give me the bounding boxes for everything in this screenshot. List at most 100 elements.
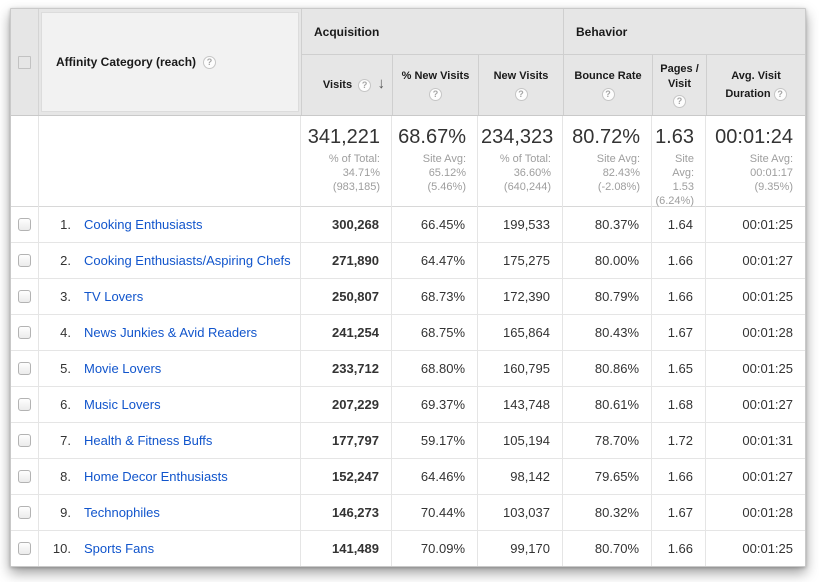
column-header-avg-visit-duration[interactable]: Avg. Visit Duration ? (706, 55, 805, 115)
row-checkbox[interactable] (18, 290, 31, 303)
help-icon[interactable]: ? (773, 87, 787, 101)
column-header-pages-per-visit[interactable]: Pages / Visit ? (652, 55, 706, 115)
category-link[interactable]: Cooking Enthusiasts (84, 217, 203, 232)
row-checkbox[interactable] (18, 398, 31, 411)
pages-per-visit-value: 1.65 (652, 351, 706, 386)
avg-visit-duration-value: 00:01:27 (742, 253, 793, 268)
avg-visit-duration-value: 00:01:27 (742, 469, 793, 484)
category-link[interactable]: Sports Fans (84, 541, 155, 556)
visits-value: 300,268 (301, 207, 392, 242)
sort-descending-icon[interactable]: ↓ (377, 75, 386, 93)
help-icon[interactable]: ? (673, 95, 686, 109)
category-link[interactable]: Home Decor Enthusiasts (84, 469, 228, 484)
category-cell: 2. Cooking Enthusiasts/Aspiring Chefs (39, 243, 301, 278)
category-cell: 7. Health & Fitness Buffs (39, 423, 301, 458)
row-index: 2. (60, 253, 71, 268)
table-row: 7. Health & Fitness Buffs 177,797 59.17%… (11, 423, 805, 459)
row-checkbox-cell (11, 243, 39, 278)
help-icon[interactable]: ? (203, 55, 217, 69)
row-checkbox[interactable] (18, 506, 31, 519)
category-cell: 9. Technophiles (39, 495, 301, 530)
visits-value: 146,273 (301, 495, 392, 530)
new-visits-value: 160,795 (478, 351, 563, 386)
row-checkbox[interactable] (18, 542, 31, 555)
row-checkbox[interactable] (18, 362, 31, 375)
pages-per-visit-value: 1.67 (652, 495, 706, 530)
category-link[interactable]: Technophiles (84, 505, 160, 520)
affinity-report-table: Affinity Category (reach) ? Acquisition … (10, 8, 806, 567)
avg-visit-duration-value: 00:01:27 (742, 397, 793, 412)
new-visits-value: 172,390 (478, 279, 563, 314)
help-icon[interactable]: ? (601, 87, 615, 101)
row-checkbox-cell (11, 279, 39, 314)
category-link[interactable]: News Junkies & Avid Readers (84, 325, 258, 340)
help-icon[interactable]: ? (514, 87, 528, 101)
summary-subtext: Site Avg: 65.12% (5.46%) (422, 153, 466, 193)
summary-value: 1.63 (655, 126, 694, 148)
column-header-bounce-rate[interactable]: Bounce Rate ? (563, 55, 652, 115)
summary-subtext: Site Avg: 00:01:17 (9.35%) (749, 153, 793, 193)
pct-new-visits-value: 68.75% (392, 315, 478, 350)
summary-pct-new-visits: 68.67% Site Avg: 65.12% (5.46%) (391, 116, 478, 208)
row-index: 8. (60, 469, 71, 484)
row-checkbox[interactable] (18, 218, 31, 231)
pct-new-visits-value: 68.73% (392, 279, 478, 314)
new-visits-value: 165,864 (478, 315, 563, 350)
summary-subtext: Site Avg: 82.43% (-2.08%) (596, 153, 640, 193)
category-link[interactable]: Movie Lovers (84, 361, 162, 376)
summary-checkbox-spacer (11, 116, 39, 208)
category-link[interactable]: Cooking Enthusiasts/Aspiring Chefs (84, 253, 291, 268)
new-visits-value: 199,533 (478, 207, 563, 242)
summary-bounce-rate: 80.72% Site Avg: 82.43% (-2.08%) (562, 116, 652, 208)
category-link[interactable]: TV Lovers (84, 289, 144, 304)
category-cell: 3. TV Lovers (39, 279, 301, 314)
visits-value: 250,807 (301, 279, 392, 314)
table-row: 3. TV Lovers 250,807 68.73% 172,390 80.7… (11, 279, 805, 315)
summary-value: 341,221 (307, 126, 380, 148)
table-header: Affinity Category (reach) ? Acquisition … (11, 9, 805, 116)
help-icon[interactable]: ? (429, 87, 442, 101)
row-checkbox[interactable] (18, 254, 31, 267)
new-visits-value: 105,194 (478, 423, 563, 458)
pct-new-visits-value: 66.45% (392, 207, 478, 242)
row-checkbox[interactable] (18, 326, 31, 339)
table-row: 10. Sports Fans 141,489 70.09% 99,170 80… (11, 531, 805, 566)
column-label: Bounce Rate (574, 70, 642, 83)
row-checkbox-cell (11, 423, 39, 458)
column-header-pct-new-visits[interactable]: % New Visits ? (392, 55, 478, 115)
summary-row: 341,221 % of Total: 34.71% (983,185) 68.… (11, 116, 805, 208)
visits-value: 141,489 (301, 531, 392, 566)
row-checkbox[interactable] (18, 470, 31, 483)
category-link[interactable]: Music Lovers (84, 397, 161, 412)
help-icon[interactable]: ? (358, 78, 372, 92)
pages-per-visit-value: 1.66 (652, 243, 706, 278)
group-header-acquisition: Acquisition (301, 9, 563, 55)
category-cell: 5. Movie Lovers (39, 351, 301, 386)
row-checkbox-cell (11, 387, 39, 422)
summary-value: 80.72% (572, 126, 640, 148)
bounce-rate-value: 80.70% (563, 531, 652, 566)
summary-visits: 341,221 % of Total: 34.71% (983,185) (301, 116, 392, 208)
column-header-new-visits[interactable]: New Visits ? (478, 55, 563, 115)
group-header-behavior: Behavior (563, 9, 805, 55)
row-checkbox-cell (11, 531, 39, 566)
category-cell: 6. Music Lovers (39, 387, 301, 422)
column-header-visits[interactable]: Visits ? ↓ (301, 55, 392, 115)
row-checkbox-cell (11, 459, 39, 494)
category-cell: 10. Sports Fans (39, 531, 301, 566)
table-row: 2. Cooking Enthusiasts/Aspiring Chefs 27… (11, 243, 805, 279)
select-all-cell (11, 9, 39, 115)
category-cell: 4. News Junkies & Avid Readers (39, 315, 301, 350)
primary-dimension-header: Affinity Category (reach) ? (41, 12, 299, 112)
row-index: 3. (60, 289, 71, 304)
visits-value: 207,229 (301, 387, 392, 422)
new-visits-value: 175,275 (478, 243, 563, 278)
avg-visit-duration-value: 00:01:25 (742, 541, 793, 556)
summary-subtext: % of Total: 36.60% (640,244) (499, 153, 551, 193)
row-checkbox-cell (11, 351, 39, 386)
select-all-checkbox[interactable] (18, 55, 31, 69)
visits-value: 152,247 (301, 459, 392, 494)
category-link[interactable]: Health & Fitness Buffs (84, 433, 213, 448)
row-checkbox[interactable] (18, 434, 31, 447)
